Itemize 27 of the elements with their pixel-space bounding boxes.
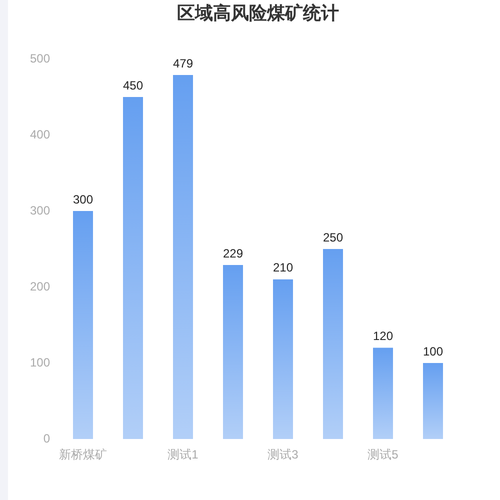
data-label: 479 bbox=[172, 56, 194, 70]
chart-title: 区域高风险煤矿统计 bbox=[177, 2, 339, 23]
data-label: 229 bbox=[222, 246, 244, 260]
x-tick-label: 新桥煤矿 bbox=[59, 448, 107, 462]
y-tick-label: 200 bbox=[30, 279, 50, 294]
x-tick-label: 测试5 bbox=[368, 448, 399, 462]
data-label: 450 bbox=[122, 78, 144, 92]
data-label: 210 bbox=[272, 260, 294, 275]
bar bbox=[73, 211, 93, 439]
data-label: 250 bbox=[322, 230, 344, 244]
bar bbox=[423, 363, 443, 439]
bar bbox=[273, 279, 293, 439]
y-tick-label: 400 bbox=[30, 127, 50, 142]
bar bbox=[123, 97, 143, 439]
bar bbox=[173, 74, 193, 439]
data-label: 300 bbox=[72, 192, 94, 206]
y-tick-label: 0 bbox=[43, 431, 50, 446]
y-tick-label: 500 bbox=[30, 51, 50, 66]
bar bbox=[223, 264, 243, 439]
bar bbox=[373, 348, 393, 439]
data-label: 100 bbox=[422, 344, 444, 358]
data-label: 120 bbox=[372, 329, 394, 344]
x-tick-label: 测试1 bbox=[168, 448, 199, 462]
x-tick-label: 测试3 bbox=[268, 448, 299, 462]
y-tick-label: 100 bbox=[30, 355, 50, 370]
bar bbox=[323, 249, 343, 439]
y-tick-label: 300 bbox=[30, 203, 50, 218]
